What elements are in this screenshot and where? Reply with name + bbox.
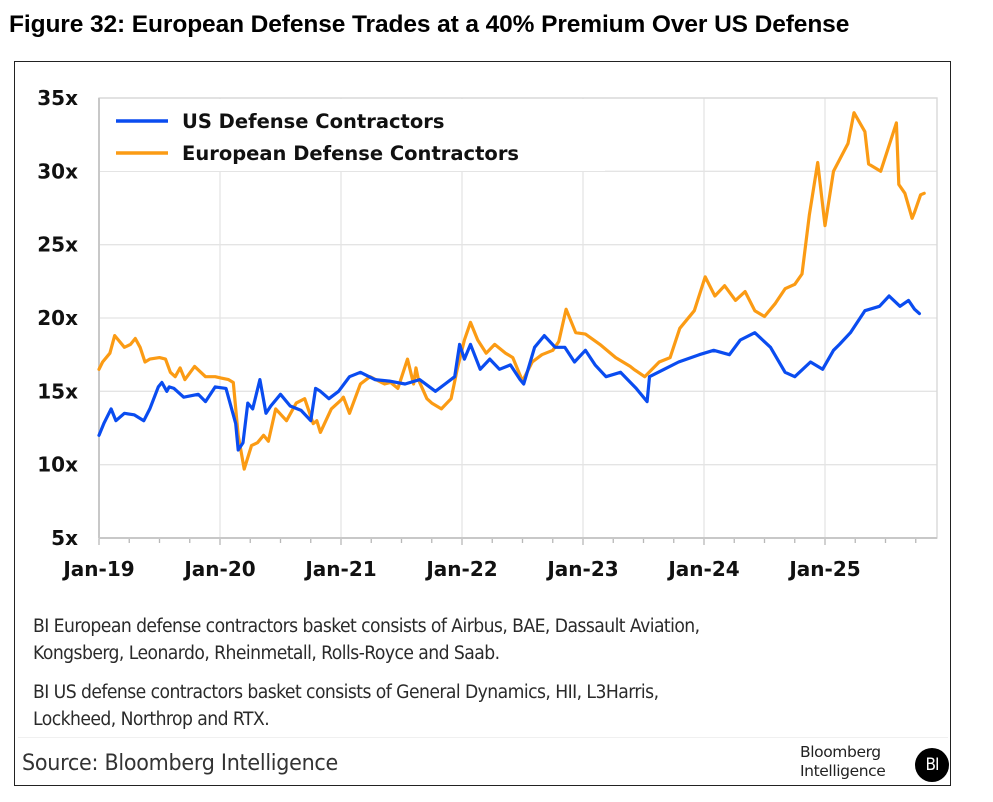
x-tick-label: Jan-23 [545, 557, 618, 581]
x-axis-ticks: Jan-19 Jan-20 Jan-21 Jan-22 Jan-23 Jan-24 Jan-… [61, 557, 860, 581]
bi-logo-icon: BI [915, 748, 949, 782]
x-tick-label: Jan-25 [787, 557, 860, 581]
legend-label-europe: European Defense Contractors [182, 142, 519, 165]
series-line-us-defense [97, 294, 922, 452]
x-tick-label: Jan-22 [424, 557, 497, 581]
legend: US Defense Contractors European Defense … [100, 99, 605, 171]
legend-label-us: US Defense Contractors [182, 110, 444, 133]
separator [18, 737, 948, 738]
legend-background [100, 99, 605, 171]
figure-title: Figure 32: European Defense Trades at a … [9, 11, 850, 38]
x-tick-label: Jan-19 [61, 557, 134, 581]
y-tick-label: 20x [37, 306, 78, 330]
y-axis-ticks: 5x 10x 15x 20x 25x 30x 35x [37, 86, 78, 550]
x-tick-label: Jan-24 [666, 557, 739, 581]
note-us-line-1: BI US defense contractors basket consist… [33, 682, 659, 703]
axes [98, 97, 938, 545]
y-tick-label: 35x [37, 86, 78, 110]
note-us-line-2: Lockheed, Northrop and RTX. [33, 709, 270, 730]
y-tick-label: 5x [51, 526, 78, 550]
y-tick-label: 15x [37, 379, 78, 403]
y-tick-label: 25x [37, 233, 78, 257]
y-tick-label: 10x [37, 453, 78, 477]
x-tick-label: Jan-20 [182, 557, 255, 581]
note-europe-line-1: BI European defense contractors basket c… [33, 616, 700, 637]
logo-line-2: Intelligence [800, 762, 886, 780]
series-lines [97, 111, 926, 471]
source-label: Source: Bloomberg Intelligence [22, 750, 339, 776]
logo-line-1: Bloomberg [800, 743, 881, 761]
y-tick-label: 30x [37, 159, 78, 183]
figure-frame [14, 61, 951, 786]
note-europe-line-2: Kongsberg, Leonardo, Rheinmetall, Rolls-… [33, 643, 500, 664]
bloomberg-intelligence-logo-text: Bloomberg Intelligence [800, 743, 886, 781]
x-tick-label: Jan-21 [303, 557, 376, 581]
